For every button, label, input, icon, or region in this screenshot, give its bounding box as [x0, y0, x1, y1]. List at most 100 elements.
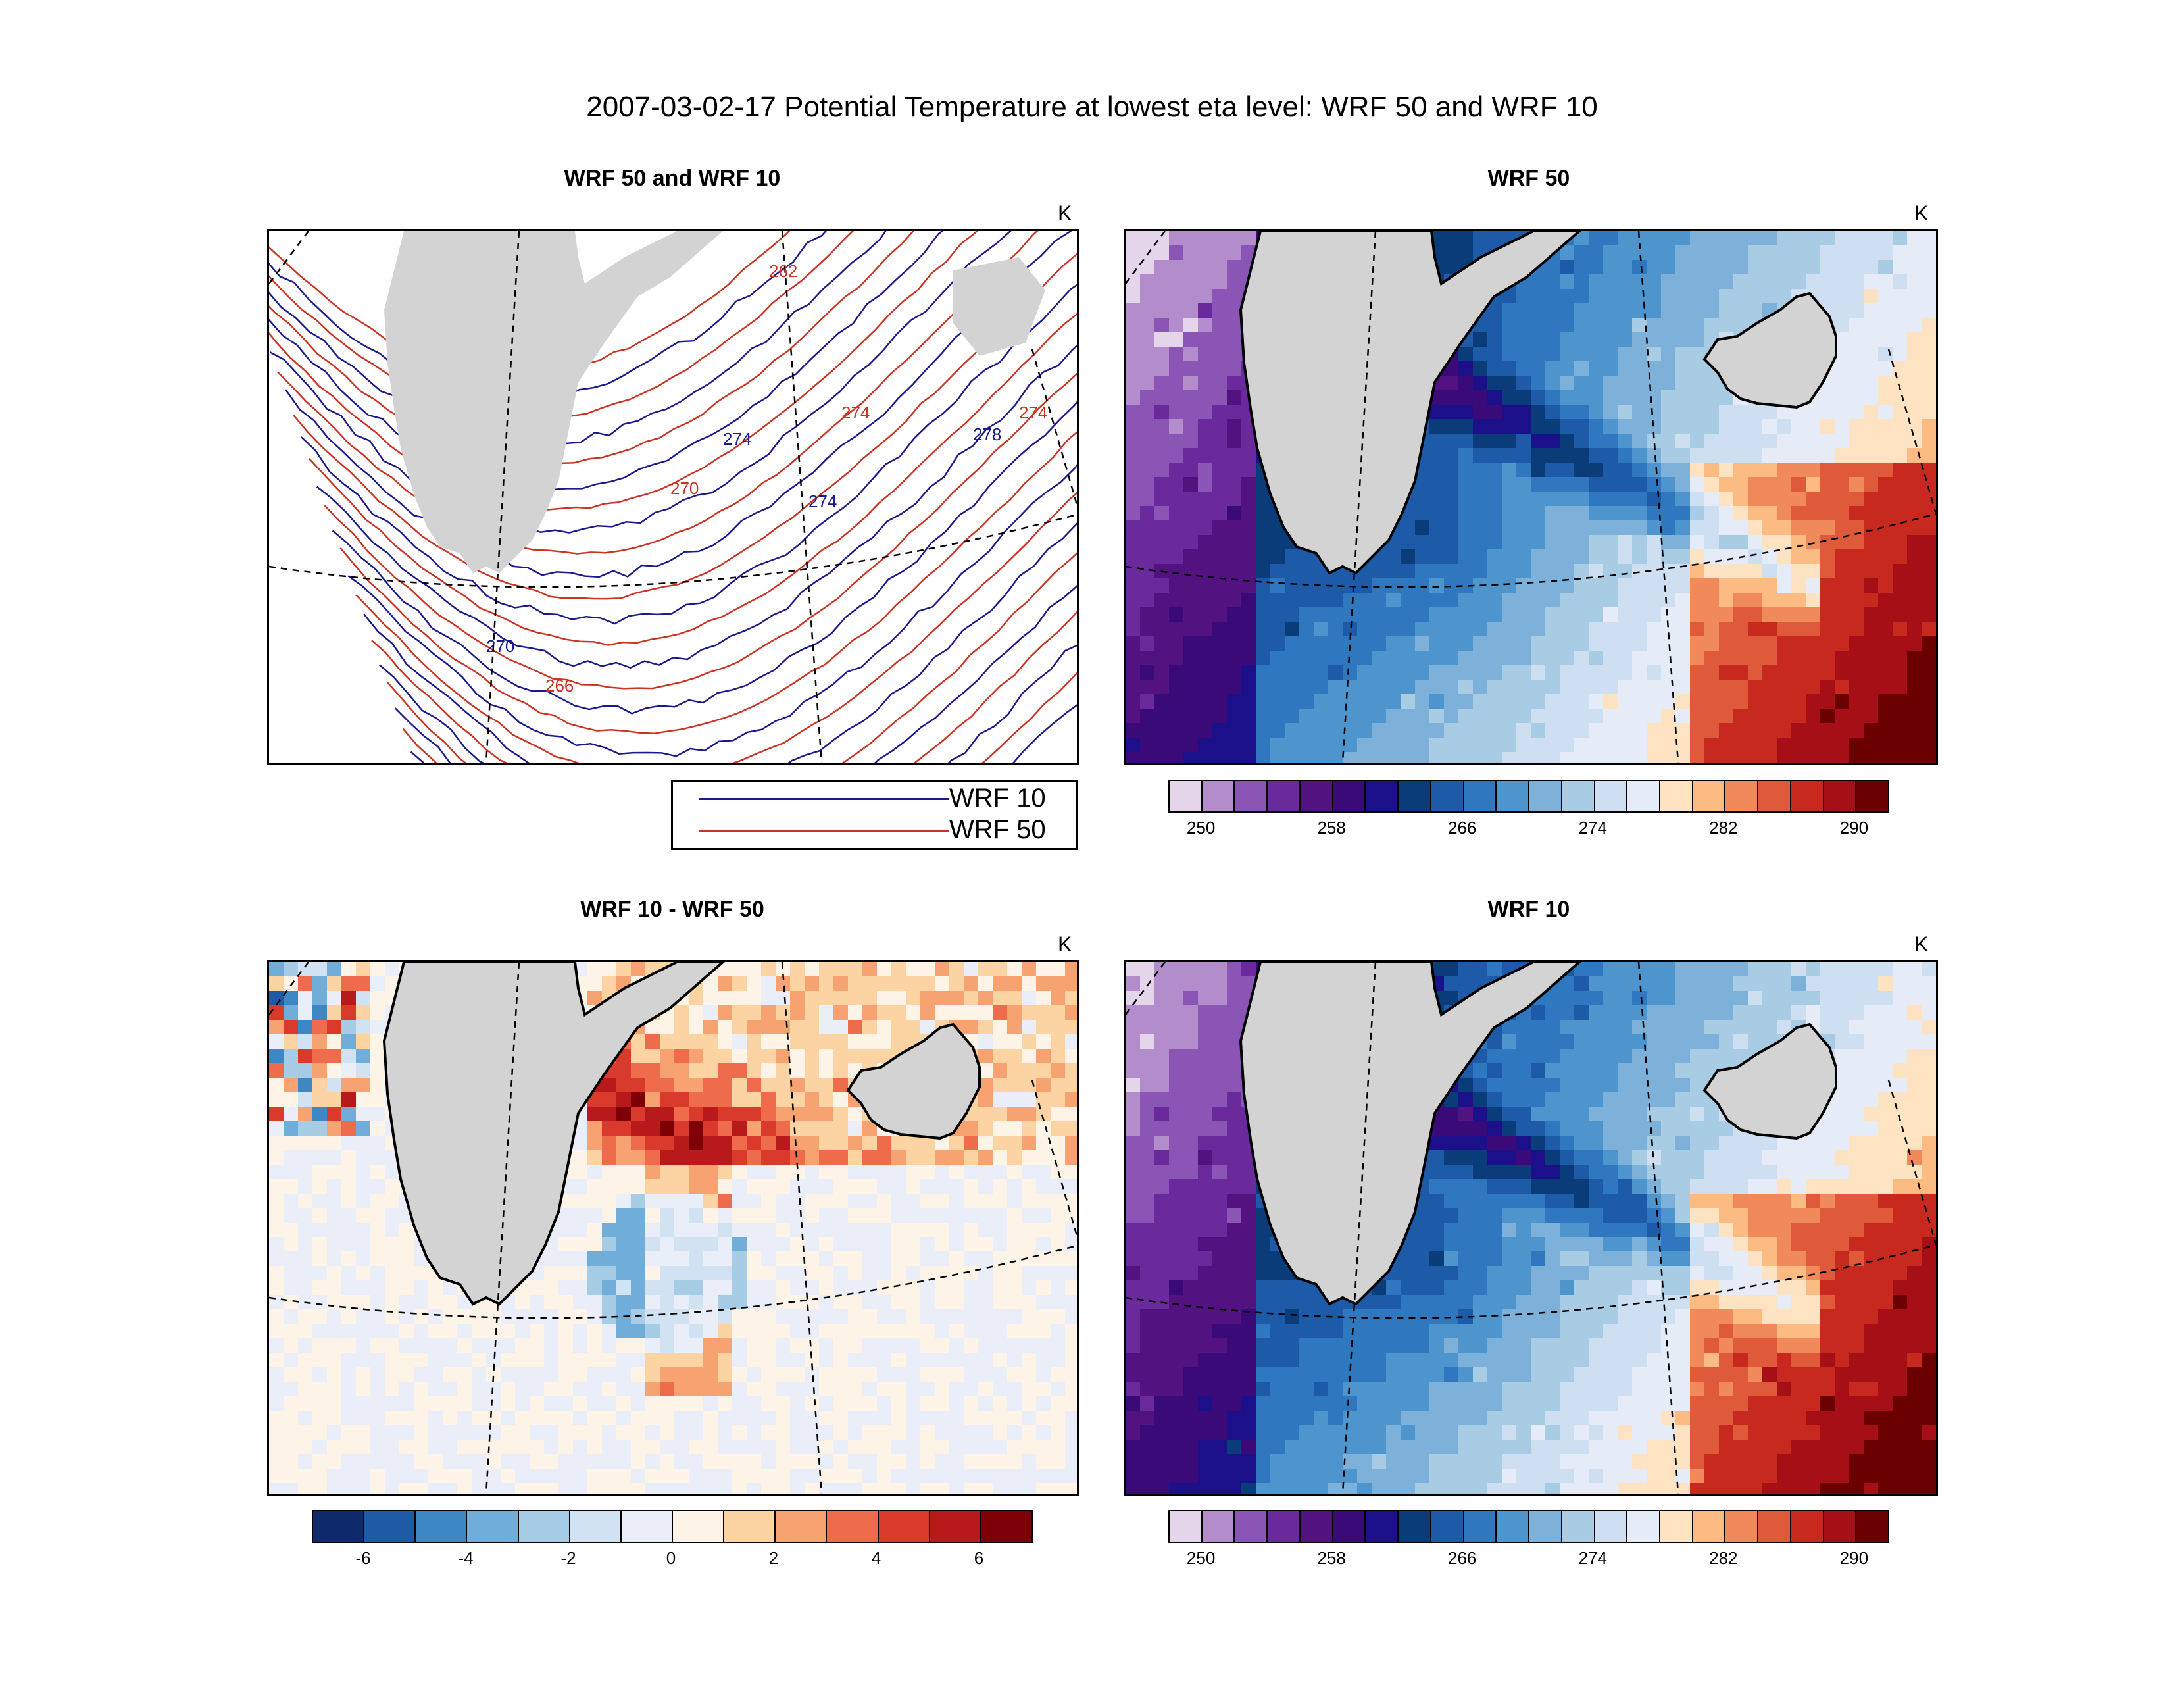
heatmap-cell — [1270, 723, 1285, 738]
heatmap-cell — [1560, 477, 1575, 492]
heatmap-cell — [1154, 245, 1170, 261]
heatmap-cell — [341, 1280, 357, 1296]
heatmap-cell — [1864, 405, 1879, 420]
heatmap-cell — [819, 1208, 834, 1223]
heatmap-cell — [1429, 651, 1445, 666]
heatmap-cell — [1907, 1034, 1922, 1049]
heatmap-cell — [747, 1150, 762, 1165]
heatmap-cell — [1603, 332, 1618, 347]
heatmap-cell — [428, 1396, 443, 1411]
heatmap-cell — [428, 1324, 443, 1339]
heatmap-cell — [718, 1034, 733, 1049]
heatmap-cell — [1791, 593, 1806, 608]
heatmap-cell — [1661, 1005, 1676, 1021]
heatmap-cell — [1922, 434, 1936, 449]
heatmap-cell — [1675, 694, 1691, 709]
heatmap-cell — [1675, 593, 1691, 608]
heatmap-cell — [920, 1136, 935, 1151]
heatmap-cell — [1589, 976, 1604, 992]
heatmap-cell — [833, 1483, 849, 1494]
heatmap-cell — [935, 1382, 950, 1397]
heatmap-cell — [370, 1092, 385, 1107]
heatmap-cell — [501, 1382, 516, 1397]
heatmap-cell — [1574, 709, 1589, 724]
heatmap-cell — [587, 1396, 603, 1411]
heatmap-cell — [949, 1309, 964, 1325]
heatmap-cell — [1531, 303, 1546, 318]
heatmap-cell — [1733, 405, 1749, 420]
heatmap-cell — [1589, 1005, 1604, 1021]
heatmap-cell — [1574, 607, 1589, 622]
heatmap-cell — [1065, 1411, 1077, 1426]
heatmap-cell — [660, 1309, 675, 1325]
heatmap-cell — [284, 1295, 299, 1310]
heatmap-cell — [1007, 1208, 1022, 1223]
heatmap-cell — [1256, 564, 1271, 579]
heatmap-cell — [1444, 1136, 1459, 1151]
heatmap-cell — [1270, 752, 1285, 763]
heatmap-cell — [1531, 1092, 1546, 1107]
heatmap-cell — [515, 1367, 530, 1382]
heatmap-cell — [1227, 492, 1242, 507]
heatmap-cell — [645, 1049, 660, 1064]
heatmap-cell — [602, 1092, 617, 1107]
heatmap-cell — [906, 1425, 921, 1440]
heatmap-cell — [1820, 463, 1835, 478]
heatmap-cell — [1893, 723, 1908, 738]
heatmap-cell — [1835, 390, 1850, 405]
heatmap-cell — [269, 1136, 284, 1151]
heatmap-cell — [1806, 665, 1821, 680]
heatmap-cell — [573, 1179, 588, 1194]
heatmap-cell — [1051, 1208, 1066, 1223]
heatmap-cell — [1227, 1049, 1242, 1064]
heatmap-cell — [1589, 1020, 1604, 1035]
heatmap-cell — [1661, 332, 1676, 347]
heatmap-cell — [862, 1194, 878, 1209]
heatmap-cell — [1574, 1020, 1589, 1035]
heatmap-cell — [645, 1078, 660, 1093]
heatmap-cell — [1820, 448, 1835, 463]
heatmap-cell — [1487, 347, 1502, 362]
heatmap-cell — [1458, 578, 1474, 593]
heatmap-cell — [1036, 1165, 1051, 1180]
heatmap-cell — [1372, 723, 1387, 738]
heatmap-cell — [1386, 593, 1401, 608]
heatmap-cell — [312, 1179, 328, 1194]
heatmap-cell — [1473, 520, 1488, 536]
heatmap-cell — [1458, 448, 1474, 463]
heatmap-cell — [848, 1179, 863, 1194]
heatmap-cell — [1198, 535, 1213, 550]
heatmap-cell — [385, 1251, 400, 1267]
heatmap-cell — [1603, 564, 1618, 579]
heatmap-cell — [602, 976, 617, 992]
heatmap-cell — [1007, 1353, 1022, 1368]
heatmap-cell — [877, 1034, 892, 1049]
heatmap-cell — [1154, 636, 1170, 651]
heatmap-cell — [1328, 665, 1343, 680]
heatmap-cell — [1748, 593, 1763, 608]
heatmap-cell — [891, 1165, 906, 1180]
heatmap-cell — [949, 1425, 964, 1440]
heatmap-cell — [1922, 578, 1936, 593]
heatmap-cell — [1386, 709, 1401, 724]
heatmap-cell — [1154, 1020, 1170, 1035]
heatmap-cell — [1893, 1107, 1908, 1122]
heatmap-cell — [833, 1382, 849, 1397]
heatmap-cell — [472, 1396, 487, 1411]
heatmap-cell — [935, 1208, 950, 1223]
heatmap-cell — [790, 1353, 805, 1368]
heatmap-cell — [1531, 274, 1546, 290]
heatmap-cell — [1675, 1034, 1691, 1049]
heatmap-cell — [1487, 1150, 1502, 1165]
heatmap-cell — [530, 1338, 545, 1353]
heatmap-cell — [1791, 260, 1806, 275]
heatmap-cell — [1864, 1136, 1879, 1151]
heatmap-cell — [935, 1194, 950, 1209]
heatmap-cell — [1719, 680, 1734, 695]
heatmap-cell — [1603, 1020, 1618, 1035]
heatmap-cell — [1661, 1150, 1676, 1165]
heatmap-cell — [327, 991, 342, 1006]
heatmap-cell — [891, 1208, 906, 1223]
heatmap-cell — [1690, 694, 1705, 709]
heatmap-cell — [833, 1165, 849, 1180]
